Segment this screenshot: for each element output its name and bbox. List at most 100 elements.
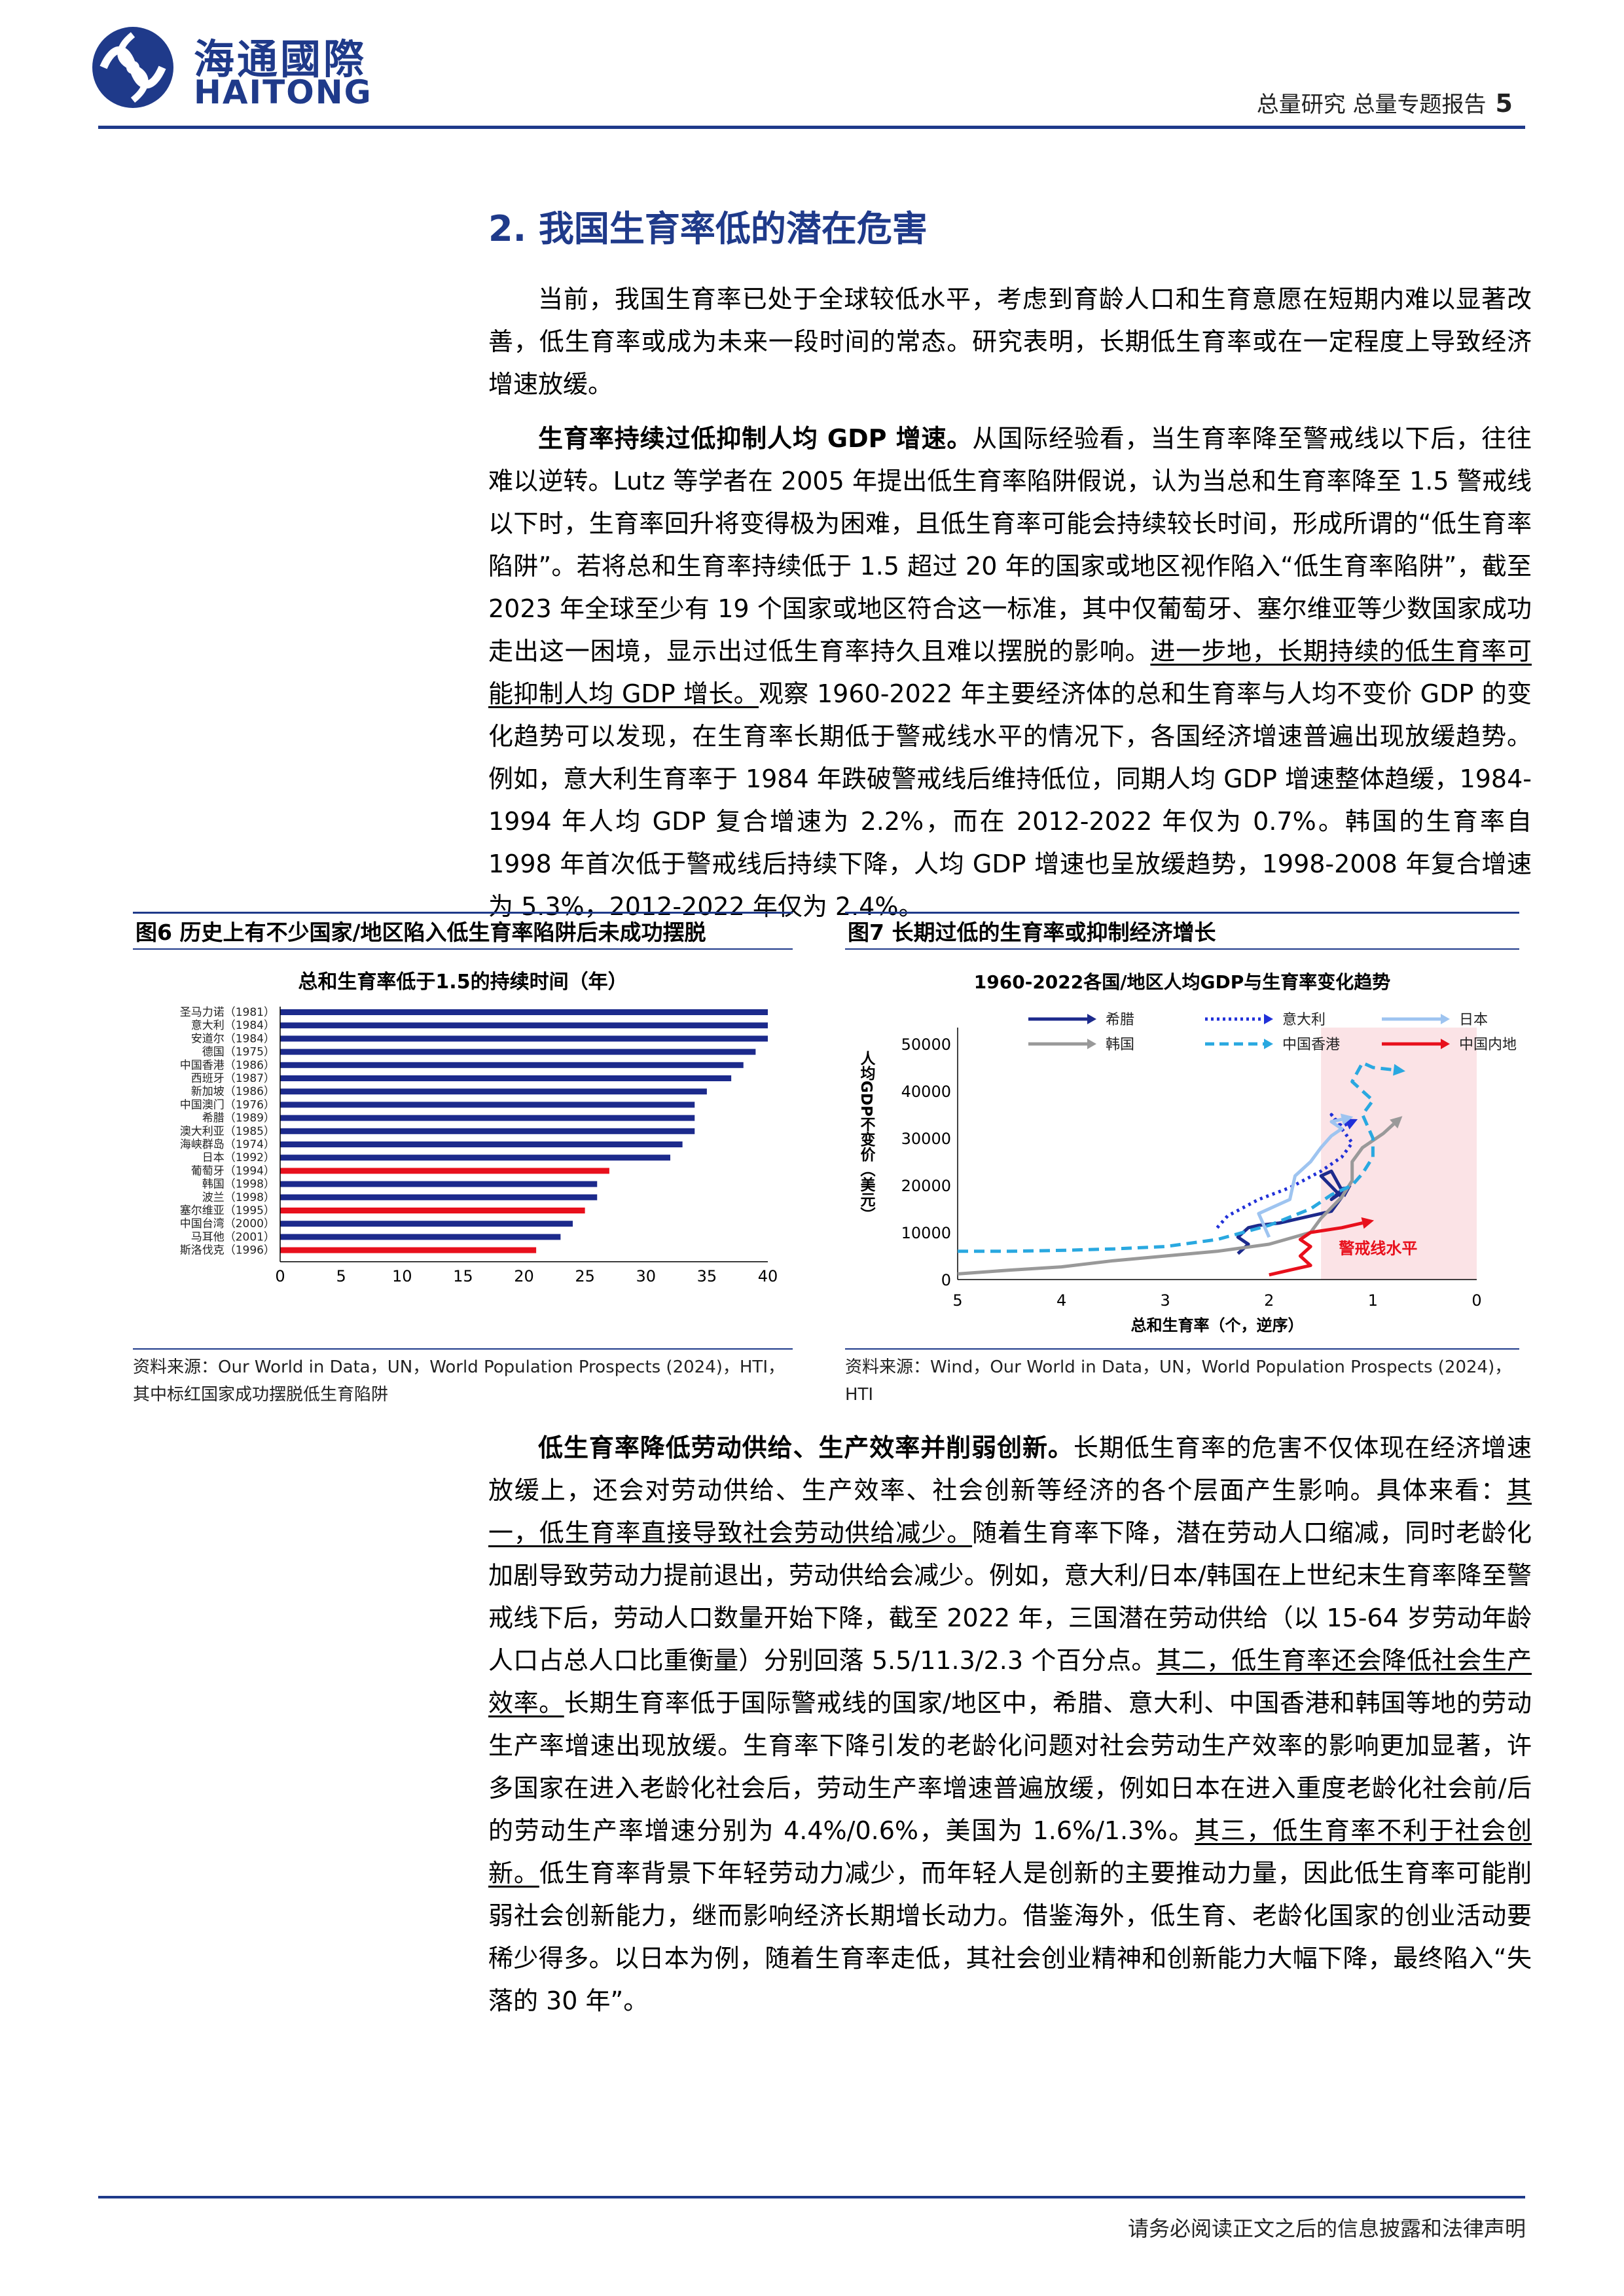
category-label: 西班牙（1987） — [191, 1072, 275, 1085]
legend-label: 韩国 — [1106, 1037, 1134, 1053]
category-label: 海峡群岛（1974） — [180, 1138, 275, 1151]
x-tick-label: 3 — [1161, 1291, 1170, 1310]
bar — [280, 1221, 573, 1227]
x-axis-label: 总和生育率（个，逆序） — [1131, 1316, 1304, 1335]
x-tick-label: 1 — [1368, 1291, 1378, 1310]
y-tick-label: 30000 — [901, 1130, 951, 1148]
category-label: 新加坡（1986） — [191, 1085, 275, 1098]
paragraph-gdp: 生育率持续过低抑制人均 GDP 增速。从国际经验看，当生育率降至警戒线以下后，往… — [488, 418, 1532, 928]
bar — [280, 1035, 768, 1042]
category-label: 韩国（1998） — [202, 1178, 275, 1191]
bar — [280, 1062, 744, 1068]
paragraph-labor: 低生育率降低劳动供给、生产效率并削弱创新。长期低生育率的危害不仅体现在经济增速放… — [488, 1427, 1532, 2022]
legend-label: 中国香港 — [1282, 1037, 1340, 1053]
category-label: 中国台湾（2000） — [180, 1217, 275, 1230]
legend-label: 日本 — [1459, 1012, 1488, 1028]
bar — [280, 1102, 695, 1108]
paragraph-lead: 低生育率降低劳动供给、生产效率并削弱创新。 — [538, 1433, 1074, 1462]
legend-label: 意大利 — [1282, 1012, 1326, 1028]
y-axis-label: 人均GDP不变价（美元） — [857, 1050, 876, 1222]
series-arrow-icon — [1361, 1217, 1375, 1229]
y-tick-label: 50000 — [901, 1035, 951, 1054]
category-label: 希腊（1989） — [202, 1112, 275, 1125]
bar — [280, 1155, 670, 1161]
bar — [280, 1075, 732, 1081]
x-tick-label: 2 — [1264, 1291, 1274, 1310]
series-arrow-icon — [1393, 1064, 1406, 1076]
category-label: 波兰（1998） — [202, 1191, 275, 1204]
footer-disclaimer: 请务必阅读正文之后的信息披露和法律声明 — [1127, 2216, 1526, 2241]
footer-divider — [98, 2196, 1525, 2198]
y-tick-label: 10000 — [901, 1224, 951, 1242]
legend-arrow-icon — [1264, 1039, 1273, 1049]
category-label: 斯洛伐克（1996） — [180, 1244, 275, 1257]
bar — [280, 1208, 585, 1213]
legend-arrow-icon — [1441, 1014, 1450, 1024]
x-tick-label: 4 — [1056, 1291, 1066, 1310]
haitong-logo-icon — [92, 27, 173, 108]
x-tick-label: 5 — [952, 1291, 962, 1310]
bar — [280, 1088, 707, 1095]
category-label: 意大利（1984） — [191, 1019, 275, 1032]
paragraph-text: 长期低生育率的危害不仅体现在经济增速放缓上，还会对劳动供给、生产效率、社会创新等… — [488, 1433, 1532, 1505]
x-tick-label: 0 — [275, 1267, 285, 1285]
paragraph-intro: 当前，我国生育率已处于全球较低水平，考虑到育龄人口和生育意愿在短期内难以显著改善… — [488, 278, 1532, 406]
legend-arrow-icon — [1087, 1014, 1096, 1024]
annotation-label: 警戒线水平 — [1338, 1239, 1417, 1257]
figure-6-caption: 图6 历史上有不少国家/地区陷入低生育率陷阱后未成功摆脱 — [133, 912, 793, 950]
category-label: 中国澳门（1976） — [180, 1098, 275, 1111]
paragraph-text: 长期生育率低于国际警戒线的国家/地区中，希腊、意大利、中国香港和韩国等地的劳动生… — [488, 1689, 1532, 1845]
bar — [280, 1247, 537, 1253]
figure-7-caption: 图7 长期过低的生育率或抑制经济增长 — [845, 912, 1519, 950]
bar — [280, 1234, 561, 1240]
category-label: 德国（1975） — [202, 1046, 275, 1059]
series-arrow-icon — [1390, 1116, 1403, 1129]
paragraph-text: 观察 1960-2022 年主要经济体的总和生育率与人均不变价 GDP 的变化趋… — [488, 679, 1532, 921]
bar — [280, 1049, 756, 1055]
x-tick-label: 25 — [575, 1267, 595, 1285]
bar — [280, 1181, 598, 1187]
y-tick-label: 20000 — [901, 1177, 951, 1195]
series-line — [958, 1061, 1394, 1253]
bar — [280, 1115, 695, 1121]
report-header: 总量研究 总量专题报告 5 — [1257, 86, 1513, 118]
paragraph-text: 随着生育率下降，潜在劳动人口缩减，同时老龄化加剧导致劳动力提前退出，劳动供给会减… — [488, 1518, 1532, 1675]
bar — [280, 1009, 768, 1015]
series-line — [1216, 1113, 1354, 1229]
legend-arrow-icon — [1264, 1014, 1273, 1024]
underlined-claim: 进一步地，长期持续的低生育率可能抑制人均 GDP 增长。 — [488, 637, 1532, 708]
paragraph-lead: 生育率持续过低抑制人均 GDP 增速。 — [538, 424, 973, 453]
figure-7-source: 资料来源：Wind，Our World in Data，UN，World Pop… — [845, 1348, 1519, 1408]
series-line — [1257, 1117, 1344, 1238]
y-tick-label: 0 — [941, 1271, 951, 1289]
x-tick-label: 10 — [392, 1267, 412, 1285]
legend-label: 希腊 — [1106, 1012, 1134, 1028]
paragraph-text: 低生育率背景下年轻劳动力减少，而年轻人是创新的主要推动力量，因此低生育率可能削弱… — [488, 1859, 1532, 2015]
x-tick-label: 40 — [758, 1267, 778, 1285]
x-tick-label: 0 — [1471, 1291, 1481, 1310]
logo-text-cn: 海通國際 — [194, 35, 367, 83]
paragraph-text: 从国际经验看，当生育率降至警戒线以下后，往往难以逆转。Lutz 等学者在 200… — [488, 424, 1532, 666]
bar — [280, 1168, 609, 1174]
logo-text-en: HAITONG — [194, 73, 372, 111]
legend-arrow-icon — [1441, 1039, 1450, 1049]
figure-6-source: 资料来源：Our World in Data，UN，World Populati… — [133, 1348, 793, 1408]
section-title: 2. 我国生育率低的潜在危害 — [488, 208, 928, 249]
chart-title: 总和生育率低于1.5的持续时间（年） — [298, 971, 627, 994]
category-label: 葡萄牙（1994） — [191, 1164, 275, 1177]
x-tick-label: 35 — [697, 1267, 717, 1285]
x-tick-label: 20 — [514, 1267, 534, 1285]
category-label: 塞尔维亚（1995） — [180, 1204, 275, 1217]
x-tick-label: 5 — [336, 1267, 346, 1285]
x-tick-label: 30 — [636, 1267, 656, 1285]
header-divider — [98, 126, 1525, 129]
series-line — [1236, 1169, 1344, 1255]
category-label: 中国香港（1986） — [180, 1059, 275, 1072]
bar — [280, 1194, 598, 1200]
category-label: 澳大利亚（1985） — [180, 1125, 275, 1138]
paragraph-intro-text: 当前，我国生育率已处于全球较低水平，考虑到育龄人口和生育意愿在短期内难以显著改善… — [488, 285, 1532, 399]
page-number: 5 — [1495, 89, 1513, 118]
category-label: 圣马力诺（1981） — [180, 1006, 275, 1019]
figure-6-chart: 总和生育率低于1.5的持续时间（年） 圣马力诺（1981）意大利（1984）安道… — [180, 971, 778, 1285]
